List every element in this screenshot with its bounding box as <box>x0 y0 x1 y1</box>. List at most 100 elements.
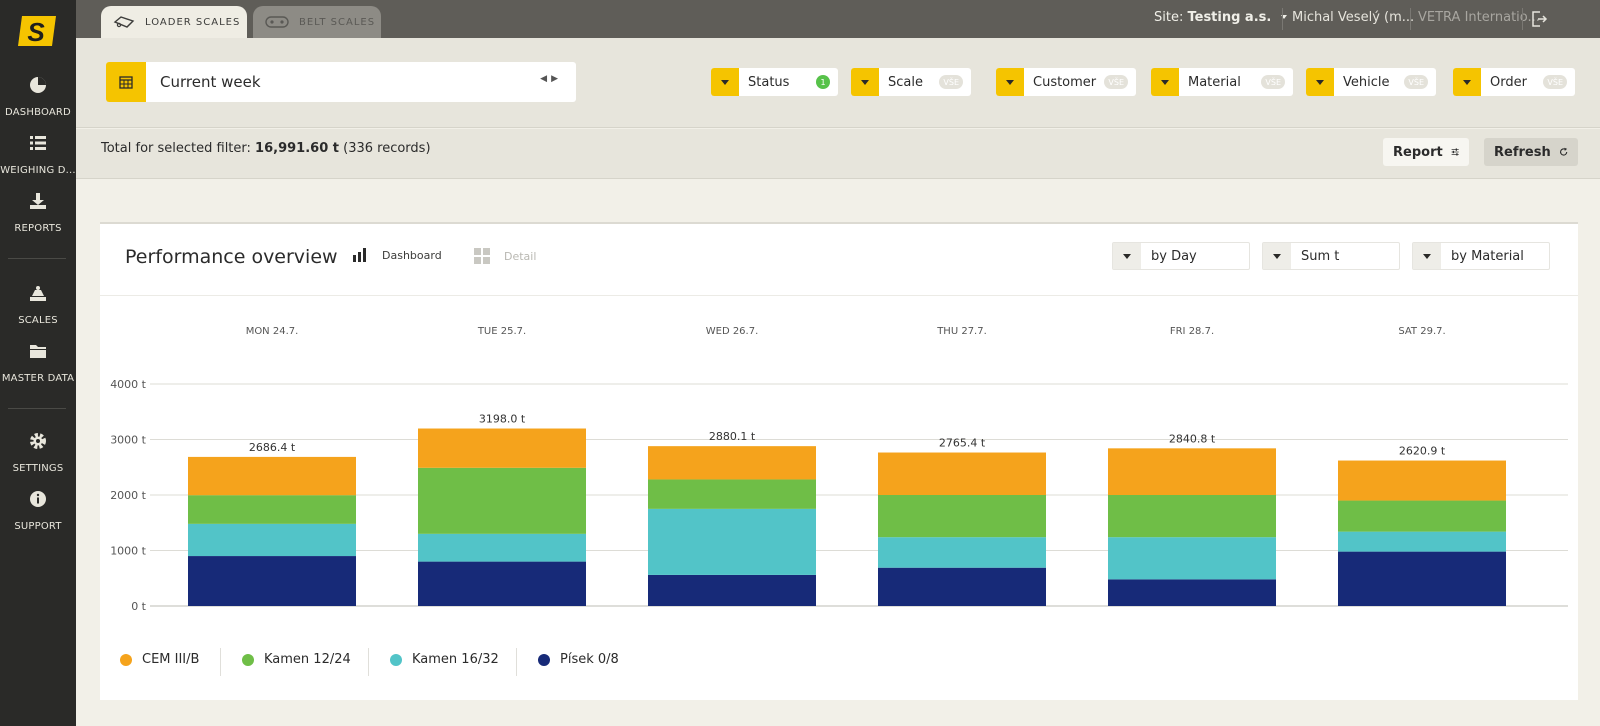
filter-label: Vehicle <box>1343 74 1390 90</box>
period-label: Current week <box>160 73 261 91</box>
legend-item[interactable]: Kamen 12/24 <box>242 652 351 667</box>
dropdown-button[interactable] <box>1453 68 1481 96</box>
filter-scale[interactable]: Scale VŠE <box>851 68 971 96</box>
y-tick-label: 3000 t <box>110 434 146 447</box>
refresh-icon <box>1559 147 1567 156</box>
filter-customer[interactable]: Customer VŠE <box>996 68 1136 96</box>
bar-segment <box>1338 531 1506 552</box>
site-selector[interactable]: Site: Testing a.s. <box>1154 10 1289 25</box>
split-by-select[interactable]: by Material <box>1412 242 1550 270</box>
legend-label: Kamen 12/24 <box>264 652 351 667</box>
download-icon <box>30 193 46 209</box>
app-logo[interactable]: S <box>16 14 58 48</box>
bar-segment <box>418 533 586 562</box>
company-selector[interactable]: VETRA Internatio... <box>1418 10 1540 25</box>
divider <box>1410 8 1411 30</box>
x-category-label: MON 24.7. <box>246 326 299 337</box>
legend-item[interactable]: Kamen 16/32 <box>390 652 499 667</box>
dropdown-button[interactable] <box>711 68 739 96</box>
belt-icon <box>265 16 289 28</box>
sidebar-item-weighing-data[interactable]: WEIGHING D... <box>0 134 76 177</box>
x-category-label: SAT 29.7. <box>1398 326 1445 337</box>
scale-icon <box>30 286 46 301</box>
tab-belt-scales[interactable]: BELT SCALES <box>253 6 381 38</box>
dropdown-button[interactable] <box>996 68 1024 96</box>
report-label: Report <box>1393 144 1443 160</box>
filter-label: Scale <box>888 74 923 90</box>
bar-segment <box>188 556 356 606</box>
bar-segment <box>648 508 816 575</box>
bar-segment <box>878 495 1046 538</box>
divider <box>1522 8 1523 30</box>
total-prefix: Total for selected filter: <box>101 141 251 156</box>
chart-legend: CEM III/B Kamen 12/24 Kamen 16/32 Písek 0/8 <box>100 642 800 682</box>
sidebar-item-label: MASTER DATA <box>1 373 75 384</box>
filter-badge: VŠE <box>1261 75 1285 89</box>
total-value: 16,991.60 t <box>255 141 339 156</box>
bar-total-label: 2880.1 t <box>709 430 756 443</box>
legend-divider <box>368 648 369 676</box>
metric-select[interactable]: Sum t <box>1262 242 1400 270</box>
svg-text:S: S <box>27 17 45 47</box>
sidebar-item-dashboard[interactable]: DASHBOARD <box>0 76 76 119</box>
refresh-button[interactable]: Refresh <box>1484 138 1578 166</box>
legend-divider <box>516 648 517 676</box>
view-dashboard-button[interactable]: Dashboard <box>352 248 442 262</box>
x-category-label: FRI 28.7. <box>1170 326 1214 337</box>
top-bar: LOADER SCALES BELT SCALES Site: Testing … <box>76 0 1600 38</box>
bar-segment <box>1338 551 1506 606</box>
sidebar-item-master-data[interactable]: MASTER DATA <box>0 342 76 385</box>
bar-total-label: 2686.4 t <box>249 441 296 454</box>
site-prefix: Site: <box>1154 10 1184 25</box>
legend-swatch <box>120 653 132 666</box>
group-by-select[interactable]: by Day <box>1112 242 1250 270</box>
filter-order[interactable]: Order VŠE <box>1453 68 1575 96</box>
bar-total-label: 2840.8 t <box>1169 432 1216 445</box>
user-menu[interactable]: Michal Veselý (m... <box>1292 10 1415 25</box>
filter-label: Status <box>748 74 790 90</box>
sidebar-item-settings[interactable]: SETTINGS <box>0 432 76 475</box>
view-dashboard-label: Dashboard <box>382 248 442 262</box>
view-detail-button[interactable]: Detail <box>474 248 536 264</box>
bar-segment <box>1108 495 1276 538</box>
bar-segment <box>648 446 816 480</box>
period-arrows[interactable]: ◀▶ <box>540 74 562 84</box>
legend-label: Kamen 16/32 <box>412 652 499 667</box>
sidebar-item-reports[interactable]: REPORTS <box>0 192 76 235</box>
sidebar-item-support[interactable]: SUPPORT <box>0 490 76 533</box>
bar-segment <box>418 467 586 534</box>
dropdown-button[interactable] <box>1306 68 1334 96</box>
x-category-label: TUE 25.7. <box>477 326 526 337</box>
legend-item[interactable]: CEM III/B <box>120 652 199 667</box>
filter-status[interactable]: Status 1 <box>711 68 838 96</box>
report-button[interactable]: Report <box>1383 138 1469 166</box>
tab-label: BELT SCALES <box>299 16 376 28</box>
tab-loader-scales[interactable]: LOADER SCALES <box>101 6 247 38</box>
gear-icon <box>30 433 46 449</box>
filter-material[interactable]: Material VŠE <box>1151 68 1293 96</box>
bar-segment <box>1338 460 1506 501</box>
caret-down-icon <box>1281 15 1288 19</box>
card-header: Performance overview Dashboard Detail by… <box>100 224 1578 296</box>
bar-total-label: 2620.9 t <box>1399 445 1446 458</box>
filter-label: Order <box>1490 74 1527 90</box>
sidebar-item-label: REPORTS <box>14 223 62 234</box>
dropdown-button[interactable] <box>851 68 879 96</box>
y-tick-label: 2000 t <box>110 489 146 502</box>
legend-swatch <box>242 653 254 666</box>
filter-badge: VŠE <box>1543 75 1567 89</box>
site-name: Testing a.s. <box>1187 10 1272 25</box>
bar-segment <box>878 567 1046 606</box>
dropdown-button[interactable] <box>1151 68 1179 96</box>
bar-segment <box>1108 537 1276 580</box>
filter-vehicle[interactable]: Vehicle VŠE <box>1306 68 1436 96</box>
select-value: Sum t <box>1301 248 1340 264</box>
y-tick-label: 0 t <box>131 600 146 613</box>
sidebar-item-scales[interactable]: SCALES <box>0 284 76 327</box>
calendar-button[interactable] <box>106 62 146 102</box>
sidebar-item-label: SETTINGS <box>12 463 64 474</box>
logout-button[interactable] <box>1530 10 1548 32</box>
legend-item[interactable]: Písek 0/8 <box>538 652 619 667</box>
sidebar-divider <box>8 258 66 259</box>
period-selector[interactable]: Current week ◀▶ <box>106 62 576 102</box>
